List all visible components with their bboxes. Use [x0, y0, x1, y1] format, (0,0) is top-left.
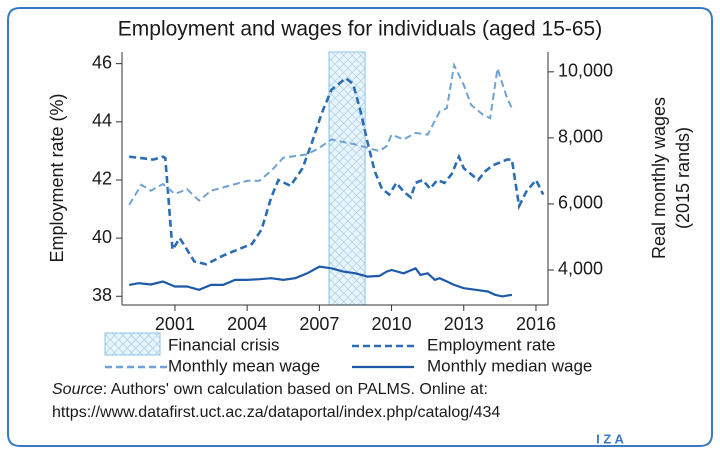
x-tick-label: 2001: [155, 314, 195, 334]
frame: [7, 7, 713, 447]
y-tick-label: 42: [92, 169, 112, 189]
y2-tick-label: 10,000: [558, 61, 613, 81]
y-tick-label: 44: [92, 111, 112, 131]
series-line: [128, 61, 513, 206]
chart-title: Employment and wages for individuals (ag…: [118, 18, 602, 41]
legend-label: Financial crisis: [168, 335, 279, 354]
y-tick-label: 46: [92, 52, 112, 72]
x-tick-label: 2013: [444, 314, 484, 334]
x-tick-label: 2007: [299, 314, 339, 334]
x-tick-label: 2016: [516, 314, 556, 334]
y-axis-label: Employment rate (%): [47, 93, 67, 262]
source-text: : Authors' own calculation based on PALM…: [103, 381, 488, 398]
y-tick-label: 38: [92, 285, 112, 305]
y2-axis-label: (2015 rands): [673, 127, 693, 229]
legend-label: Monthly median wage: [427, 356, 592, 375]
source-url: https://www.datafirst.uct.ac.za/dataport…: [52, 404, 500, 421]
logo: I Z A: [596, 431, 624, 446]
series-line: [129, 76, 545, 266]
legend-label: Monthly mean wage: [168, 356, 320, 375]
shaded-region: [328, 51, 366, 306]
y-tick-label: 40: [92, 227, 112, 247]
legend-label: Employment rate: [427, 335, 556, 354]
y2-tick-label: 6,000: [558, 193, 603, 213]
source: Source: Authors' own calculation based o…: [52, 381, 488, 398]
legend-swatch: [104, 332, 161, 356]
source-label: Source: [52, 381, 103, 398]
x-tick-label: 2010: [372, 314, 412, 334]
y2-tick-label: 8,000: [558, 127, 603, 147]
series-line: [129, 265, 513, 298]
x-tick-label: 2004: [227, 314, 267, 334]
y2-tick-label: 4,000: [558, 259, 603, 279]
y2-axis-label: Real monthly wages: [649, 97, 669, 259]
